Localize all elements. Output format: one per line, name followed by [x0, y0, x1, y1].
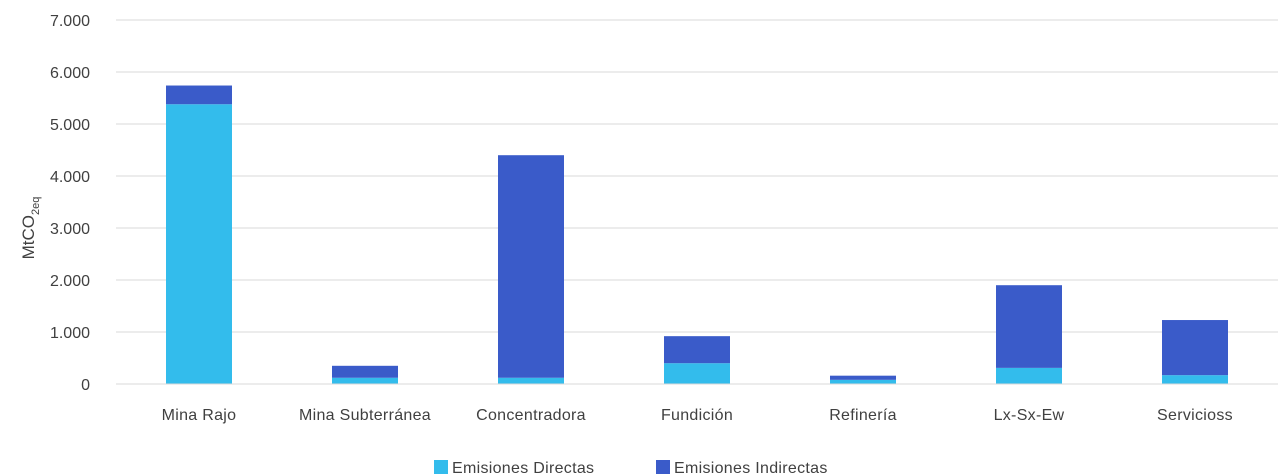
bar-directas — [498, 377, 564, 384]
y-tick-label: 3.000 — [50, 221, 90, 238]
x-tick-label: Mina Subterránea — [299, 407, 431, 424]
x-tick-label: Refinería — [829, 407, 897, 424]
x-tick-label: Concentradora — [476, 407, 586, 424]
y-tick-label: 2.000 — [50, 273, 90, 290]
x-axis-categories: Mina Rajo Mina Subterránea Concentradora Fu… — [162, 407, 1233, 424]
bar-indirectas — [996, 285, 1062, 368]
bar-directas — [996, 367, 1062, 384]
y-tick-label: 6.000 — [50, 65, 90, 82]
legend-label: Emisiones Indirectas — [674, 460, 828, 476]
bar-indirectas — [1162, 320, 1228, 376]
y-tick-label: 5.000 — [50, 117, 90, 134]
y-axis-ticks: 0 1.000 2.000 3.000 4.000 5.000 6.000 7.000 — [50, 13, 90, 394]
gridlines — [116, 19, 1278, 333]
bar-indirectas — [332, 365, 398, 378]
x-tick-label: Mina Rajo — [162, 407, 237, 424]
x-tick-label: Fundición — [661, 407, 733, 424]
legend: Emisiones Directas Emisiones Indirectas — [434, 460, 828, 476]
bar-directas — [664, 363, 730, 384]
y-tick-label: 4.000 — [50, 169, 90, 186]
y-tick-label: 0 — [81, 377, 90, 394]
y-axis-label: MtCO2eq — [19, 197, 42, 260]
bar-indirectas — [166, 85, 232, 105]
bar-indirectas — [830, 375, 896, 380]
bar-directas — [166, 104, 232, 385]
legend-swatch — [656, 460, 670, 474]
y-tick-label: 1.000 — [50, 325, 90, 342]
legend-label: Emisiones Directas — [452, 460, 594, 476]
y-tick-label: 7.000 — [50, 13, 90, 30]
x-tick-label: Servicioss — [1157, 407, 1233, 424]
y-axis-label-main: MtCO — [19, 215, 38, 259]
x-tick-label: Lx-Sx-Ew — [994, 407, 1065, 424]
bar-directas — [1162, 375, 1228, 384]
bars — [166, 85, 1228, 385]
bar-directas — [332, 377, 398, 384]
bar-indirectas — [664, 336, 730, 364]
y-axis-label-subscript: 2eq — [30, 197, 42, 215]
bar-directas — [830, 379, 896, 384]
legend-swatch — [434, 460, 448, 474]
bar-indirectas — [498, 155, 564, 378]
